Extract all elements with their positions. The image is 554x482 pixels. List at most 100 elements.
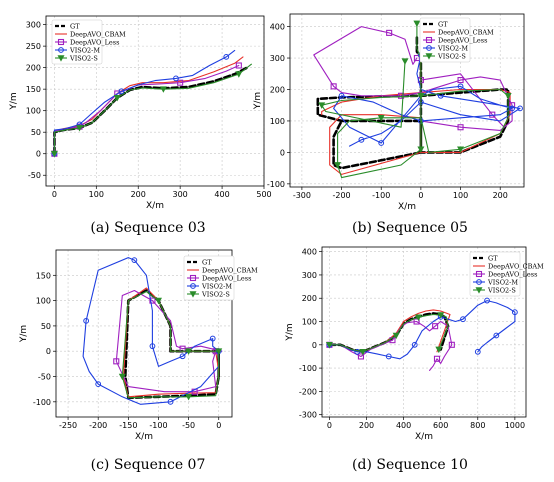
legend-label-deepavo-cbam: DeepAVO_CBAM: [438, 28, 494, 36]
data-point-viso2-m: [474, 348, 481, 355]
legend-box: [183, 255, 235, 301]
legend-label-viso2-s: VISO2-S: [201, 290, 230, 298]
x-axis-label: X/m: [135, 432, 153, 442]
data-point-deepavo-less: [386, 29, 393, 36]
legend-marker-deepavo-less: [425, 36, 433, 44]
data-point-deepavo-less: [432, 323, 439, 330]
series-line-viso2-s: [53, 63, 252, 155]
x-tick-label: 100: [89, 190, 104, 199]
data-point-viso2-m: [223, 53, 230, 60]
data-point-deepavo-less: [457, 124, 464, 131]
legend-marker-viso2-m: [426, 45, 432, 51]
y-tick-label: 300: [26, 21, 41, 30]
y-tick-label: 200: [26, 64, 41, 73]
y-tick-label: 0: [312, 341, 317, 350]
y-tick-label: 400: [302, 248, 317, 257]
y-tick-label: 250: [26, 42, 41, 51]
data-point-viso2-m: [149, 343, 156, 350]
axes-frame: [45, 15, 265, 187]
x-tick-label: -100: [372, 191, 390, 200]
series-line-viso2-m: [82, 257, 220, 405]
caption-sequence-07: (c) Sequence 07: [91, 457, 206, 473]
data-point-viso2-s: [185, 348, 193, 355]
plot-area: [50, 49, 252, 158]
data-point-viso2-m: [509, 105, 516, 112]
legend-label-deepavo-cbam: DeepAVO_CBAM: [202, 266, 258, 274]
x-tick-label: 200: [131, 190, 146, 199]
legend-label-deepavo-less: DeepAVO_Less: [438, 36, 487, 44]
legend-label-viso2-m: VISO2-M: [437, 44, 468, 52]
data-point-viso2-m: [167, 398, 174, 405]
y-tick-label: -100: [33, 398, 51, 407]
y-tick-label: 50: [31, 128, 41, 137]
y-tick-label: 100: [302, 318, 317, 327]
legend-label-gt: GT: [438, 20, 448, 28]
y-tick-label: 100: [26, 107, 41, 116]
x-tick-label: 200: [359, 421, 374, 430]
y-tick-label: 150: [26, 85, 41, 94]
axes-frame: [321, 246, 527, 418]
data-point-viso2-m: [179, 353, 186, 360]
data-point-viso2-m: [511, 309, 518, 316]
data-point-viso2-m: [358, 136, 365, 143]
x-tick-label: 300: [173, 190, 188, 199]
series-line-viso2-s: [121, 290, 220, 399]
data-point-viso2-s: [318, 102, 326, 109]
data-point-viso2-m: [209, 335, 216, 342]
data-point-viso2-m: [354, 348, 361, 355]
data-point-viso2-m: [173, 75, 179, 82]
y-tick-label: 300: [302, 271, 317, 280]
legend-marker-viso2-m: [476, 279, 482, 285]
x-tick-label: -100: [149, 421, 167, 430]
y-tick-label: 0: [280, 148, 285, 157]
x-axis-label: X/m: [398, 202, 416, 212]
legend-label-gt: GT: [488, 254, 498, 262]
x-tick-label: -200: [332, 191, 350, 200]
data-point-deepavo-less: [509, 102, 516, 109]
plot-area: [325, 297, 518, 371]
legend-marker-viso2-s: [475, 287, 483, 294]
legend-marker-deepavo-less: [57, 38, 65, 46]
x-tick-label: 200: [493, 191, 508, 200]
data-point-viso2-s: [185, 393, 193, 401]
caption-sequence-10: (d) Sequence 10: [352, 457, 468, 473]
legend-marker-deepavo-less: [189, 274, 197, 282]
data-point-viso2-m: [131, 257, 138, 264]
y-tick-label: -200: [299, 387, 317, 396]
data-point-viso2-m: [385, 353, 392, 360]
data-point-viso2-s: [437, 312, 445, 319]
y-tick-label: 50: [41, 322, 51, 331]
panel-sequence-05: -300 -200 -100 0 100 200 -100 0 100 200 300 400 X/m Y…: [253, 13, 525, 212]
data-point-deepavo-less: [177, 79, 184, 86]
legend-marker-viso2-s: [425, 53, 433, 60]
data-point-viso2-m: [95, 381, 102, 388]
data-point-viso2-s: [76, 125, 84, 132]
x-tick-label: -50: [182, 421, 195, 430]
x-tick-label: 800: [470, 421, 485, 430]
x-tick-label: -300: [293, 191, 311, 200]
series-line-deepavo-less: [53, 64, 240, 155]
x-tick-label: 0: [216, 421, 221, 430]
data-point-viso2-s: [413, 20, 421, 28]
legend-marker-viso2-s: [57, 55, 65, 62]
y-axis-label: Y/m: [253, 92, 263, 110]
series-line-gt: [316, 36, 510, 170]
series-line-gt: [328, 312, 450, 354]
data-point-viso2-s: [414, 314, 422, 321]
legend-marker-viso2-s: [189, 291, 197, 298]
data-point-deepavo-less: [330, 83, 337, 90]
data-point-viso2-s: [215, 348, 223, 355]
x-tick-label: -250: [59, 421, 77, 430]
y-tick-label: 200: [302, 294, 317, 303]
data-point-viso2-m: [484, 297, 490, 304]
legend-label-deepavo-less: DeepAVO_Less: [488, 270, 537, 278]
data-point-viso2-s: [392, 332, 400, 340]
y-tick-label: -50: [28, 171, 41, 180]
y-tick-label: 0: [46, 347, 51, 356]
x-tick-label: -150: [119, 421, 137, 430]
data-point-viso2-m: [411, 341, 418, 348]
data-point-viso2-m: [378, 140, 385, 146]
data-point-viso2-s: [359, 348, 367, 356]
data-point-deepavo-less: [113, 358, 120, 365]
